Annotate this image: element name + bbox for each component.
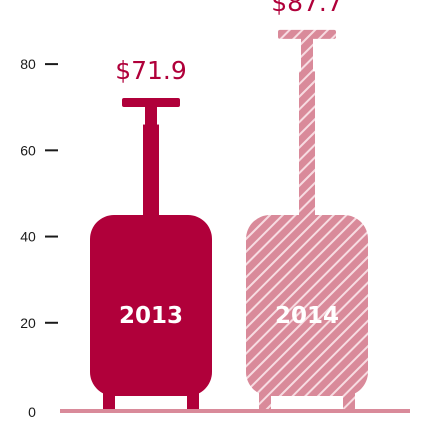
suitcase-handle-pole-lower <box>299 71 315 220</box>
suitcase-wheel-right <box>187 392 199 409</box>
suitcase-wheel-right <box>343 392 355 409</box>
suitcase-wheel-left <box>259 392 271 409</box>
y-axis: 0 20 40 60 80 <box>20 56 410 420</box>
value-label-2013: $71.9 <box>115 56 187 85</box>
suitcase-body <box>90 215 212 396</box>
y-tick-label-20: 20 <box>20 315 36 331</box>
bar-group: $71.9 2013 $87.7 2014 <box>90 0 368 409</box>
y-tick-label-80: 80 <box>20 56 36 72</box>
x-axis-baseline <box>60 409 410 413</box>
suitcase-handle-grip <box>278 29 336 39</box>
category-label-2013: 2013 <box>119 303 183 329</box>
suitcase-handle-pole-upper <box>301 37 313 73</box>
category-label-2014: 2014 <box>275 303 339 329</box>
suitcase-bar-2013: $71.9 2013 <box>90 56 212 409</box>
suitcase-handle-grip <box>122 98 180 108</box>
y-tick-label-40: 40 <box>20 229 36 245</box>
suitcase-body <box>246 215 368 396</box>
y-tick-label-0: 0 <box>28 404 36 420</box>
suitcase-bar-2014: $87.7 2014 <box>246 0 368 409</box>
y-tick-label-60: 60 <box>20 142 36 158</box>
value-label-2014: $87.7 <box>271 0 343 17</box>
suitcase-wheel-left <box>103 392 115 409</box>
suitcase-handle-pole-upper <box>145 106 157 126</box>
suitcase-handle-pole-lower <box>143 124 159 219</box>
